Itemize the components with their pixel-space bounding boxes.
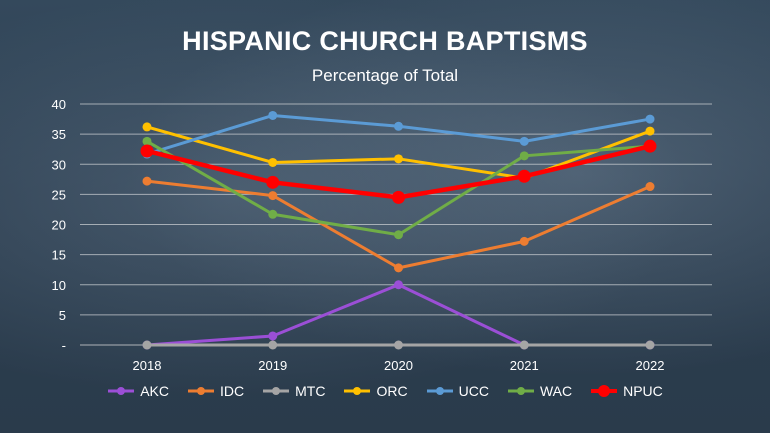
legend-label: WAC xyxy=(539,383,573,399)
legend-item-orc: ORC xyxy=(343,383,408,399)
legend-swatch xyxy=(591,385,618,397)
legend-label: NPUC xyxy=(623,383,663,399)
legend-label: MTC xyxy=(295,383,326,399)
y-tick-label: 30 xyxy=(52,157,66,172)
chart-subtitle: Percentage of Total xyxy=(311,66,459,85)
y-tick-label: 40 xyxy=(52,97,66,112)
data-point-orc xyxy=(268,157,278,167)
legend-label: UCC xyxy=(458,383,489,399)
data-point-orc xyxy=(142,122,152,132)
data-point-npuc xyxy=(140,144,154,158)
y-tick-label: 20 xyxy=(52,218,66,233)
y-tick-label: 5 xyxy=(59,308,66,323)
legend: AKC IDC MTC ORC UCC WAC NPUC xyxy=(0,383,770,399)
y-tick-label: 15 xyxy=(52,248,66,263)
y-tick-label: - xyxy=(62,338,66,353)
data-point-wac xyxy=(394,230,403,240)
data-point-mtc xyxy=(519,340,529,350)
data-point-orc xyxy=(645,126,655,136)
legend-swatch xyxy=(188,387,215,395)
chart-title: HISPANIC CHURCH BAPTISMS xyxy=(182,26,588,56)
data-point-akc xyxy=(394,280,403,290)
data-point-ucc xyxy=(645,114,655,124)
data-point-ucc xyxy=(394,121,403,131)
legend-swatch xyxy=(344,387,371,395)
data-point-idc xyxy=(268,191,278,201)
data-point-npuc xyxy=(392,190,405,204)
legend-item-mtc: MTC xyxy=(262,383,325,399)
y-tick-label: 10 xyxy=(52,278,66,293)
y-tick-label: 25 xyxy=(52,187,66,202)
data-point-idc xyxy=(645,182,655,192)
legend-item-npuc: NPUC xyxy=(590,383,663,399)
x-tick-label: 2021 xyxy=(510,358,539,373)
legend-swatch xyxy=(108,387,135,395)
x-tick-label: 2022 xyxy=(636,358,665,373)
data-point-idc xyxy=(519,236,529,246)
data-point-npuc xyxy=(266,175,280,189)
legend-label: AKC xyxy=(140,383,170,399)
data-point-mtc xyxy=(645,340,655,350)
data-point-mtc xyxy=(142,340,152,350)
x-tick-label: 2019 xyxy=(258,358,287,373)
data-point-mtc xyxy=(394,340,403,350)
legend-swatch xyxy=(507,387,534,395)
data-point-mtc xyxy=(268,340,278,350)
y-tick-label: 35 xyxy=(52,127,66,142)
legend-item-wac: WAC xyxy=(507,383,572,399)
legend-swatch xyxy=(263,387,290,395)
data-point-wac xyxy=(142,136,152,146)
data-point-wac xyxy=(268,209,278,219)
legend-item-akc: AKC xyxy=(107,383,169,399)
data-point-idc xyxy=(394,263,403,273)
data-point-npuc xyxy=(643,139,657,153)
data-point-ucc xyxy=(519,136,529,146)
legend-item-ucc: UCC xyxy=(426,383,489,399)
legend-item-idc: IDC xyxy=(187,383,244,399)
data-point-wac xyxy=(519,151,529,161)
x-tick-label: 2018 xyxy=(133,358,162,373)
legend-label: IDC xyxy=(220,383,245,399)
data-point-ucc xyxy=(268,110,278,120)
data-point-orc xyxy=(394,154,403,164)
data-point-idc xyxy=(142,176,152,186)
data-point-akc xyxy=(268,331,278,341)
x-tick-label: 2020 xyxy=(384,358,413,373)
legend-swatch xyxy=(426,387,453,395)
legend-label: ORC xyxy=(376,383,408,399)
data-point-npuc xyxy=(517,169,531,183)
